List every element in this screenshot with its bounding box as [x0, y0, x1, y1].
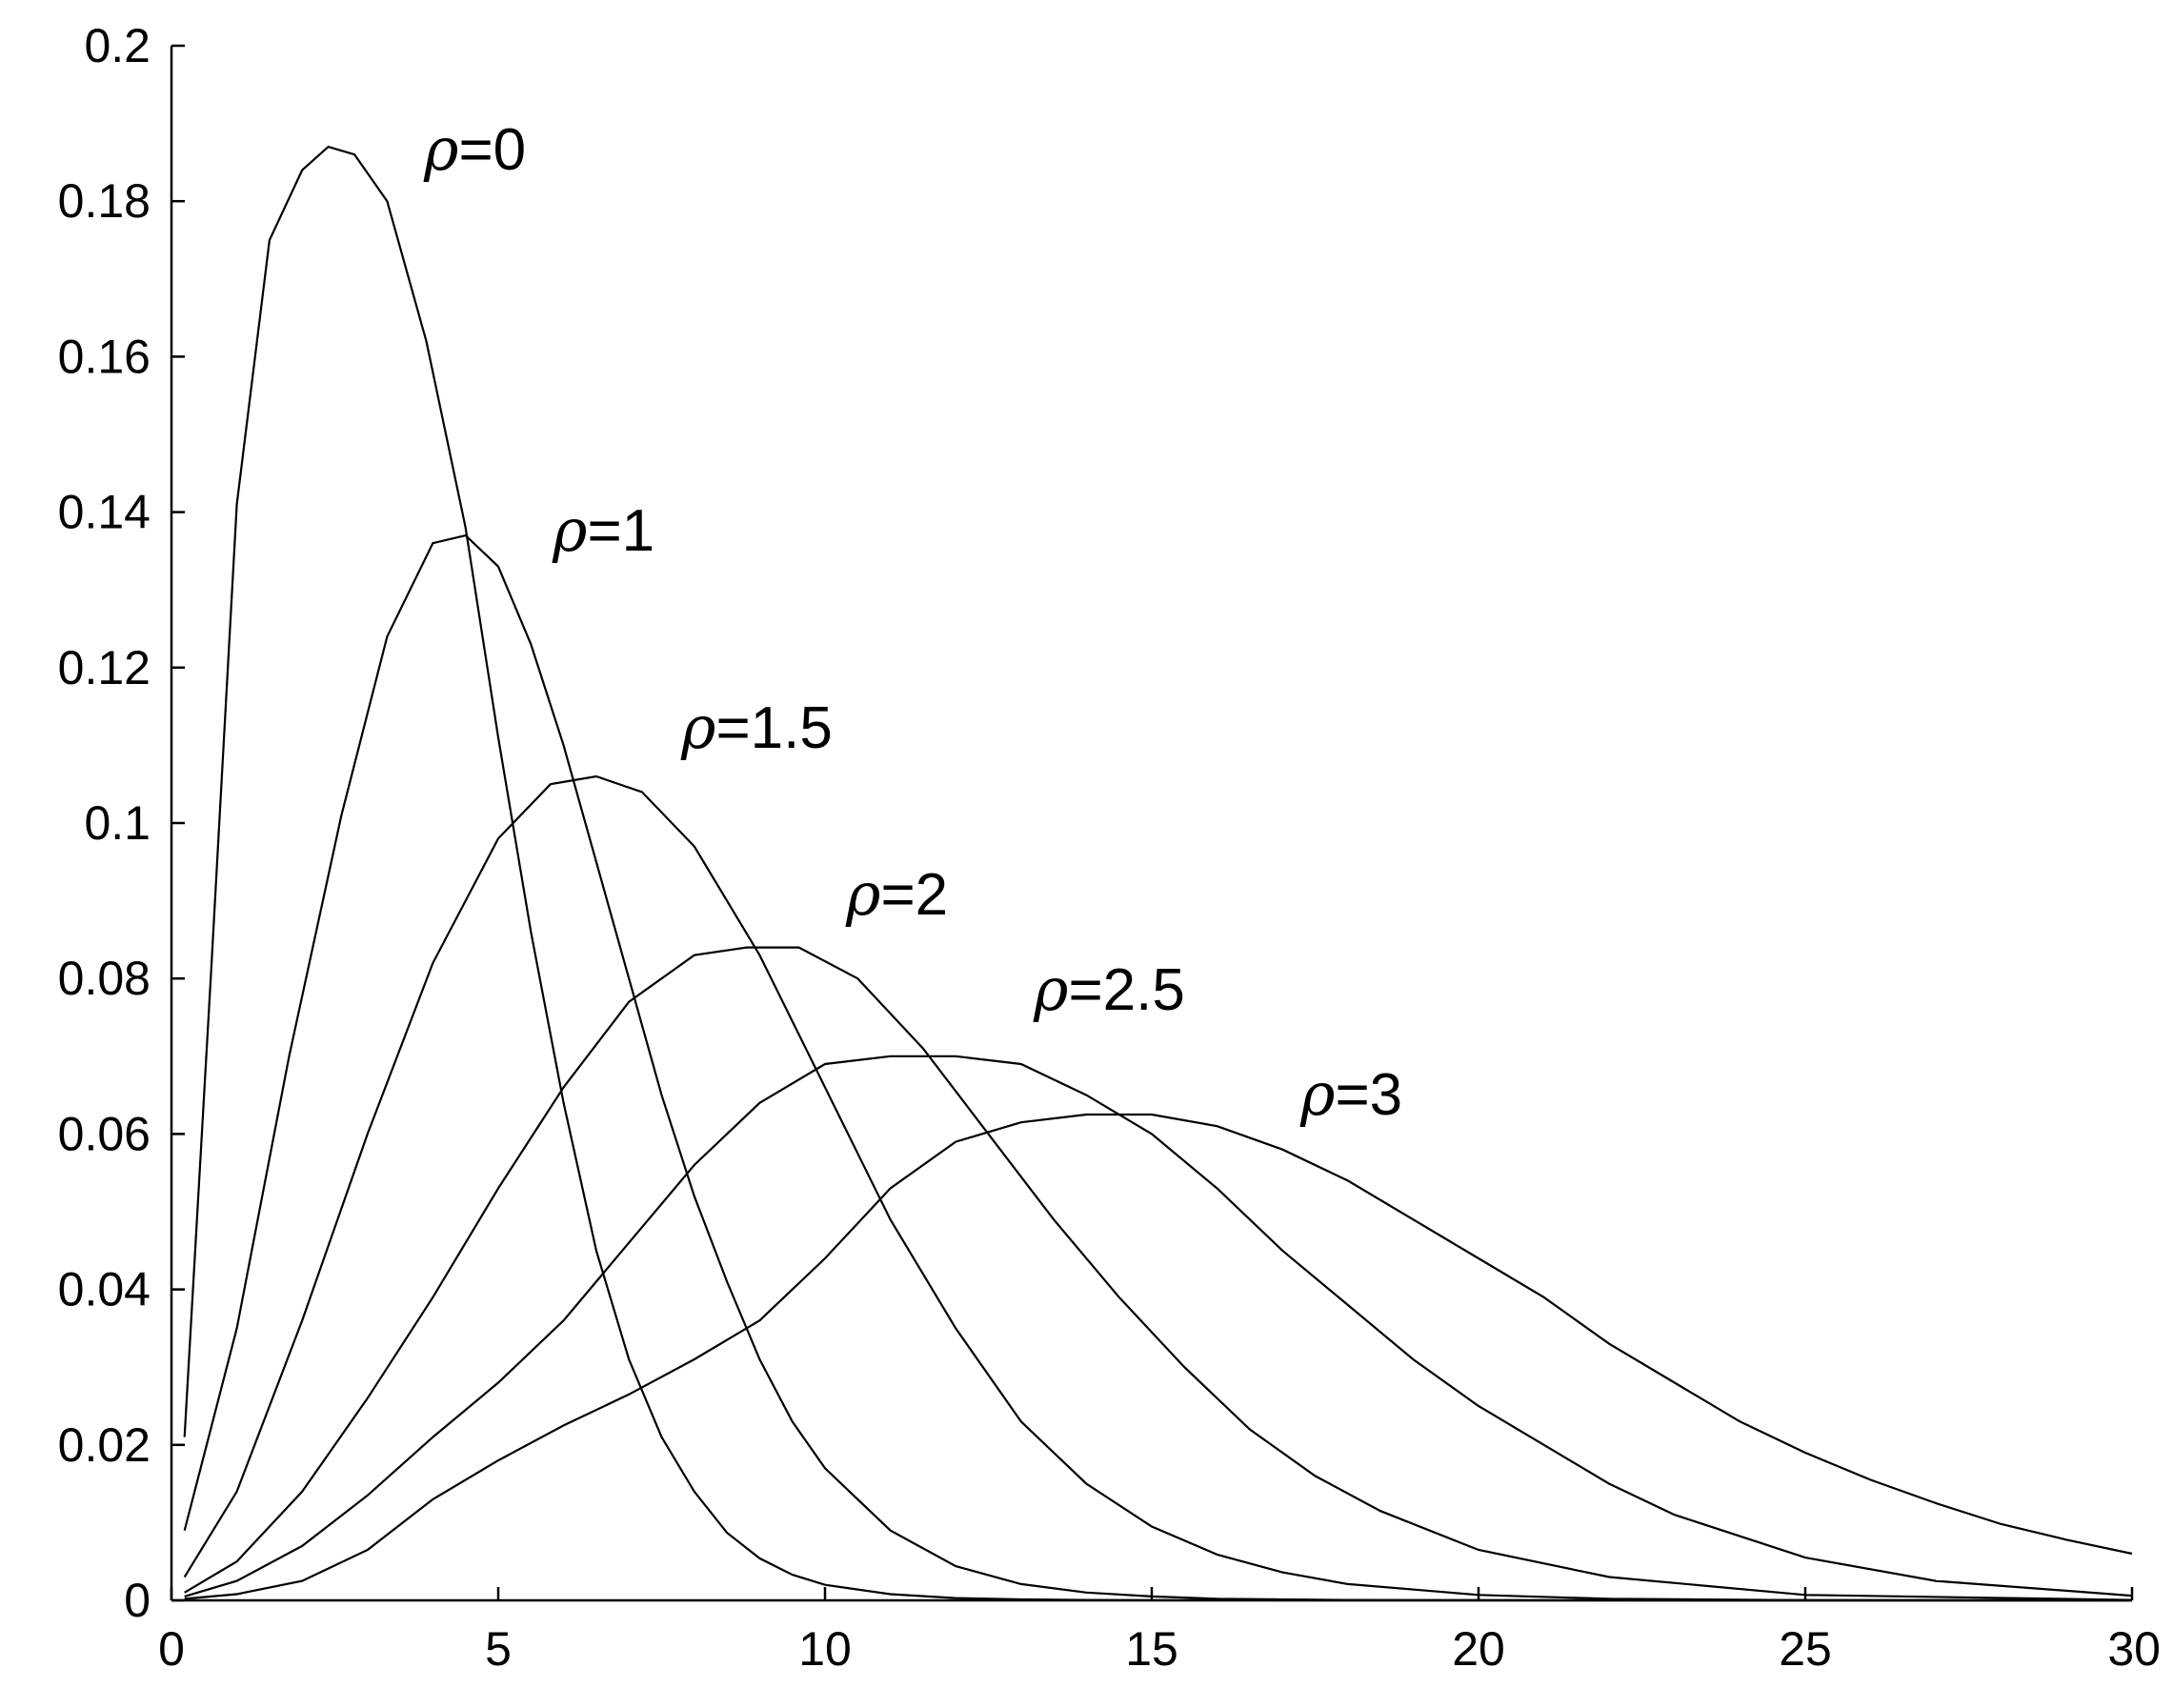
y-tick-label: 0.14 — [58, 486, 151, 539]
y-tick-label: 0 — [124, 1574, 151, 1627]
y-tick-label: 0.1 — [84, 796, 151, 850]
y-axis-ticks: 0 0.02 0.04 0.06 0.08 0.1 0.12 0.14 0.16 0.18 0.2 — [58, 19, 185, 1627]
series-label-2: ρ=1.5 — [680, 693, 833, 762]
x-tick-label: 30 — [2107, 1622, 2161, 1676]
series-line-0 — [183, 145, 2132, 1602]
x-tick-label: 25 — [1779, 1622, 1832, 1676]
series-line-1 — [183, 533, 2132, 1602]
x-tick-label: 15 — [1125, 1622, 1178, 1676]
series-line-4 — [184, 1055, 2133, 1597]
series-label-5: ρ=3 — [1299, 1059, 1402, 1129]
y-tick-label: 0.08 — [58, 952, 151, 1005]
y-tick-label: 0.04 — [58, 1263, 151, 1316]
y-tick-label: 0.18 — [58, 174, 151, 228]
y-tick-label: 0.12 — [58, 641, 151, 694]
y-tick-label: 0.16 — [58, 330, 151, 383]
x-tick-label: 20 — [1452, 1622, 1505, 1676]
series-label-1: ρ=1 — [552, 495, 654, 565]
series-labels: ρ=0 ρ=1 ρ=1.5 ρ=2 ρ=2.5 ρ=3 — [423, 114, 1402, 1129]
series-curves — [183, 145, 2133, 1602]
series-label-0: ρ=0 — [423, 114, 526, 184]
series-label-3: ρ=2 — [845, 859, 948, 929]
series-label-4: ρ=2.5 — [1033, 954, 1185, 1024]
y-tick-label: 0.02 — [58, 1418, 151, 1472]
x-axis-ticks: 0 5 10 15 20 25 30 — [158, 1587, 2161, 1676]
y-tick-label: 0.06 — [58, 1107, 151, 1160]
x-tick-label: 5 — [485, 1622, 512, 1676]
x-tick-label: 10 — [798, 1622, 852, 1676]
series-line-3 — [184, 946, 2133, 1601]
plot-area: 00.020.040.060.080.10.120.140.160.180.2 … — [58, 19, 2161, 1676]
y-tick-label: 0.2 — [84, 19, 151, 72]
series-line-2 — [183, 774, 2133, 1602]
series-line-5 — [184, 1113, 2133, 1600]
x-tick-label: 0 — [158, 1622, 185, 1676]
